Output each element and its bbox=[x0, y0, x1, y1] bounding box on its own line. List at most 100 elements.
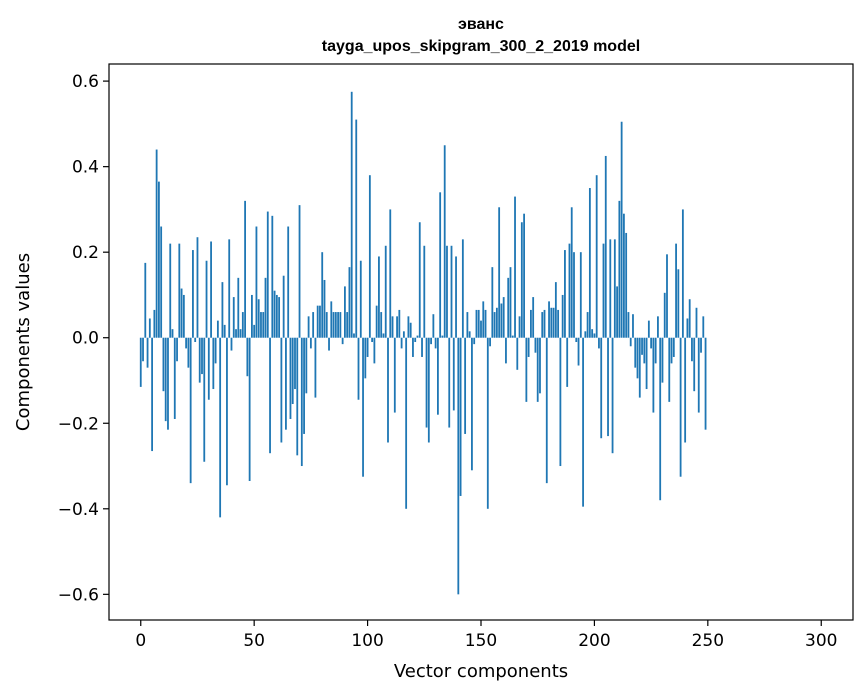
bar bbox=[164, 337, 167, 422]
bar bbox=[216, 320, 219, 338]
bar bbox=[325, 312, 328, 338]
bar bbox=[679, 337, 682, 477]
bar bbox=[396, 316, 398, 338]
bar bbox=[668, 337, 671, 402]
bar bbox=[232, 297, 235, 338]
bar bbox=[514, 196, 516, 338]
bar bbox=[230, 337, 233, 351]
bar bbox=[314, 337, 317, 398]
bar bbox=[657, 316, 659, 338]
x-tick-label: 0 bbox=[135, 631, 146, 651]
bar bbox=[375, 305, 378, 338]
bar bbox=[681, 209, 684, 338]
bar bbox=[294, 337, 296, 390]
x-tick-label: 250 bbox=[692, 631, 724, 651]
y-tick-label: −0.4 bbox=[58, 500, 99, 520]
bar bbox=[688, 299, 691, 338]
bar bbox=[412, 337, 414, 357]
bar bbox=[266, 211, 269, 338]
bar bbox=[201, 337, 203, 375]
bar bbox=[593, 333, 596, 338]
bar bbox=[241, 312, 244, 338]
bar bbox=[144, 262, 147, 338]
bar bbox=[346, 312, 349, 338]
bar bbox=[613, 239, 616, 338]
bar bbox=[235, 329, 237, 338]
bar bbox=[684, 337, 687, 443]
bar bbox=[182, 294, 185, 338]
bar bbox=[171, 329, 174, 338]
bar bbox=[579, 252, 582, 338]
bar bbox=[584, 331, 587, 338]
bar-series bbox=[139, 91, 707, 595]
bar bbox=[663, 292, 666, 338]
bar bbox=[652, 337, 655, 413]
bar bbox=[554, 282, 557, 338]
bar bbox=[632, 314, 634, 338]
bar bbox=[455, 256, 457, 338]
bar bbox=[280, 337, 283, 443]
bar bbox=[482, 301, 485, 338]
bar bbox=[525, 337, 528, 402]
bar bbox=[543, 309, 546, 338]
bar bbox=[486, 337, 489, 509]
bar bbox=[446, 245, 448, 338]
bar bbox=[373, 337, 376, 364]
bar bbox=[407, 316, 410, 338]
x-tick-label: 50 bbox=[243, 631, 265, 651]
bar bbox=[564, 250, 566, 338]
bar bbox=[260, 312, 262, 338]
bar bbox=[598, 337, 600, 349]
bar bbox=[273, 290, 276, 338]
bar bbox=[695, 307, 698, 338]
bar bbox=[285, 337, 287, 430]
bar bbox=[602, 243, 605, 338]
bar bbox=[654, 337, 657, 364]
bar bbox=[248, 337, 251, 481]
bar bbox=[437, 337, 439, 415]
bar bbox=[636, 337, 639, 379]
bar bbox=[162, 337, 165, 392]
bar bbox=[523, 213, 525, 338]
bar bbox=[616, 286, 618, 338]
bar bbox=[264, 277, 267, 338]
bar bbox=[194, 337, 197, 342]
y-axis-ticks: −0.6 −0.4 −0.2 0.0 0.2 0.4 0.6 bbox=[58, 72, 109, 605]
bar bbox=[146, 337, 149, 368]
bar bbox=[337, 312, 339, 338]
bar bbox=[425, 337, 428, 428]
x-tick-label: 200 bbox=[578, 631, 610, 651]
bar bbox=[672, 337, 675, 357]
bar bbox=[704, 337, 707, 430]
bar bbox=[344, 286, 346, 338]
x-tick-label: 300 bbox=[805, 631, 837, 651]
bar bbox=[443, 145, 446, 338]
bar bbox=[167, 337, 169, 430]
bar bbox=[400, 337, 403, 349]
bar bbox=[666, 254, 668, 338]
bar bbox=[212, 337, 215, 390]
bar bbox=[502, 297, 505, 338]
bar bbox=[609, 239, 612, 338]
bar bbox=[330, 301, 333, 338]
bar bbox=[530, 309, 532, 338]
bar bbox=[700, 337, 702, 353]
bar bbox=[391, 316, 394, 338]
bar bbox=[158, 181, 160, 338]
bar bbox=[282, 275, 285, 338]
bar bbox=[611, 337, 614, 454]
bar bbox=[155, 149, 158, 338]
bar bbox=[353, 333, 355, 338]
bar bbox=[173, 337, 176, 419]
bar bbox=[650, 337, 653, 349]
bar bbox=[271, 215, 274, 338]
bar bbox=[300, 337, 303, 467]
bar bbox=[675, 243, 677, 338]
y-tick-label: 0.6 bbox=[72, 72, 99, 92]
bar bbox=[475, 309, 478, 338]
y-tick-label: 0.4 bbox=[72, 158, 99, 178]
bar bbox=[262, 312, 265, 338]
bar bbox=[185, 337, 188, 349]
bar bbox=[366, 337, 369, 357]
